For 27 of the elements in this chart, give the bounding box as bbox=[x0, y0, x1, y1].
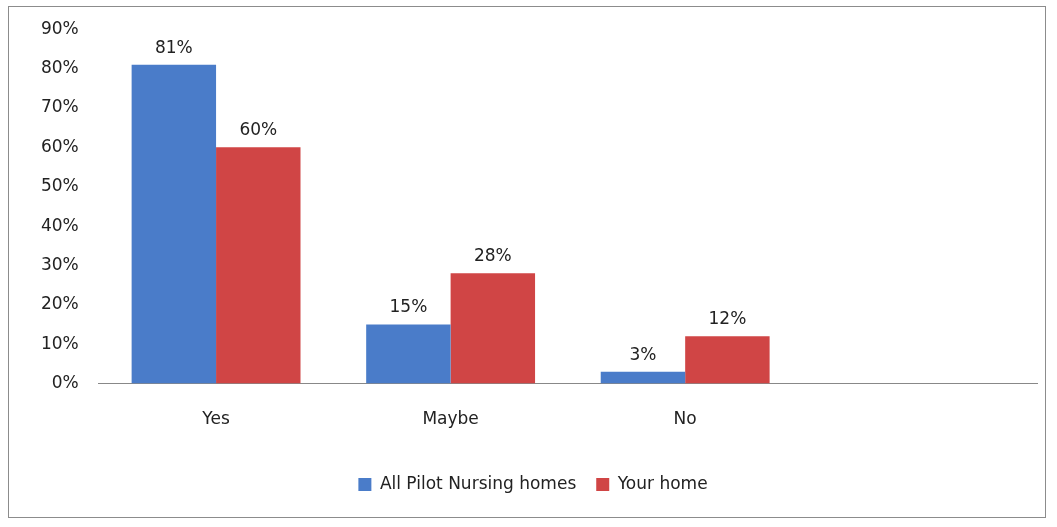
data-label: 60% bbox=[239, 119, 278, 140]
bar bbox=[131, 64, 217, 384]
y-tick-label: 30% bbox=[40, 253, 79, 274]
y-tick-label: 10% bbox=[40, 332, 79, 353]
y-tick-label: 60% bbox=[40, 135, 79, 156]
data-label: 28% bbox=[473, 245, 512, 266]
x-tick-label: Yes bbox=[201, 408, 230, 429]
y-tick-label: 0% bbox=[51, 372, 79, 393]
y-tick-label: 90% bbox=[40, 17, 79, 38]
bar bbox=[366, 324, 451, 384]
bar bbox=[216, 147, 301, 384]
data-label: 12% bbox=[708, 308, 747, 329]
y-tick-label: 50% bbox=[40, 175, 79, 196]
data-label: 81% bbox=[154, 36, 193, 57]
bar bbox=[600, 371, 686, 384]
x-tick-label: No bbox=[673, 408, 697, 429]
data-label: 3% bbox=[629, 343, 657, 364]
y-tick-label: 80% bbox=[40, 57, 79, 77]
bar bbox=[685, 336, 770, 384]
data-label: 15% bbox=[389, 296, 428, 317]
bar bbox=[450, 273, 536, 384]
y-tick-label: 40% bbox=[40, 214, 79, 235]
legend-label: Your home bbox=[616, 472, 708, 493]
y-tick-label: 70% bbox=[40, 96, 79, 117]
x-tick-label: Maybe bbox=[422, 408, 479, 429]
legend-label: All Pilot Nursing homes bbox=[379, 472, 577, 493]
y-tick-label: 20% bbox=[40, 293, 79, 314]
